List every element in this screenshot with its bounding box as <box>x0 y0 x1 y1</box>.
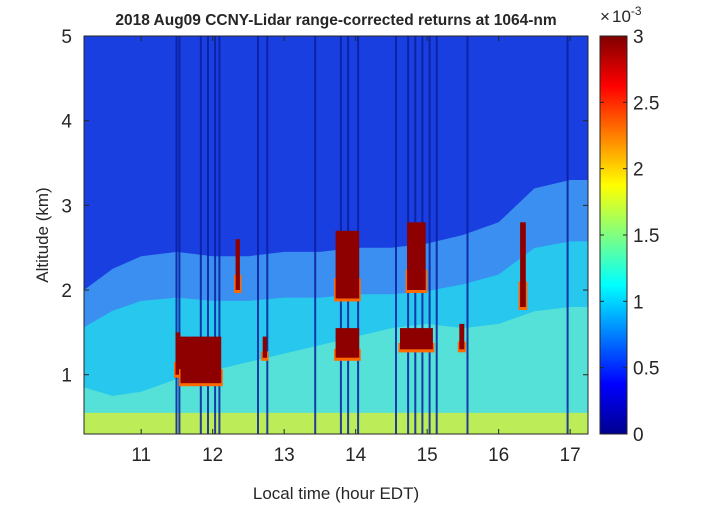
chart-title: 2018 Aug09 CCNY-Lidar range-corrected re… <box>115 12 556 29</box>
colorbar-times-sign: × <box>600 7 610 26</box>
data-gap <box>207 36 209 434</box>
colorbar-tick-label: 0.5 <box>633 359 659 380</box>
cloud-region <box>335 230 360 299</box>
colorbar-tick-label: 1 <box>633 292 644 313</box>
cloud-region <box>459 323 465 350</box>
data-gap <box>566 36 569 434</box>
plot-frame <box>83 35 589 435</box>
y-axis-label: Altitude (km) <box>33 187 52 282</box>
data-gap <box>199 36 202 434</box>
y-tick-label: 1 <box>61 366 72 387</box>
y-tick-label: 3 <box>61 196 72 217</box>
data-gap <box>428 36 431 434</box>
cloud-region <box>520 222 526 307</box>
x-tick-label: 13 <box>274 445 295 466</box>
colorbar-exponent-base: 10 <box>612 7 631 26</box>
data-gap <box>435 36 438 434</box>
colorbar-tick-label: 0 <box>633 425 644 446</box>
data-gap <box>175 36 178 434</box>
cloud-region <box>235 239 240 290</box>
colorbar-exponent: 10-3 <box>612 4 642 26</box>
x-axis-ticks: 11 12 13 14 15 16 17 <box>131 36 581 466</box>
x-tick-label: 16 <box>488 445 509 466</box>
x-tick-label: 11 <box>131 445 151 466</box>
data-gap <box>266 36 269 434</box>
cloud-region <box>335 328 360 358</box>
y-tick-label: 2 <box>61 281 72 302</box>
near-ground-aerosol <box>84 412 588 434</box>
x-tick-label: 17 <box>560 445 581 466</box>
data-gap <box>218 36 221 434</box>
x-tick-label: 15 <box>417 445 438 466</box>
colorbar-tick-label: 2 <box>633 160 644 181</box>
colorbar-tick-label: 2.5 <box>633 93 659 114</box>
cloud-region <box>407 222 426 290</box>
heatmap-area <box>84 36 588 434</box>
cloud-region <box>262 336 267 358</box>
data-gap <box>395 36 397 434</box>
data-gap <box>314 36 317 434</box>
data-gap <box>466 36 469 434</box>
cloud-regions <box>174 222 528 387</box>
data-gap <box>214 36 217 434</box>
cloud-region <box>175 332 181 375</box>
colorbar-exponent-power: -3 <box>631 4 642 18</box>
colorbar-tick-label: 1.5 <box>633 226 659 247</box>
y-tick-label: 5 <box>61 27 72 48</box>
colorbar <box>599 35 628 435</box>
x-tick-label: 12 <box>202 445 223 466</box>
data-gap <box>257 36 259 434</box>
cloud-region <box>180 336 222 384</box>
colorbar-tick-label: 3 <box>633 27 644 48</box>
colorbar-ticks: 0 0.5 1 1.5 2 2.5 3 <box>600 27 659 446</box>
y-tick-label: 4 <box>61 112 72 133</box>
x-tick-label: 14 <box>345 445 367 466</box>
cloud-region <box>400 328 433 350</box>
data-gap <box>178 36 181 434</box>
y-axis-ticks: 1 2 3 4 5 <box>61 27 588 387</box>
x-axis-label: Local time (hour EDT) <box>253 484 419 503</box>
